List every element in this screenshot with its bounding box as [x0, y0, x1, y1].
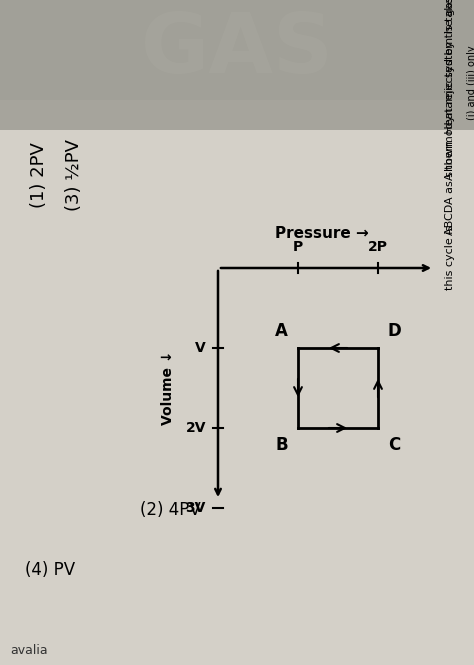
Text: V: V — [195, 341, 206, 355]
Bar — [0, 100, 474, 665]
Text: C: C — [388, 436, 400, 454]
Text: avalia: avalia — [10, 644, 47, 656]
Text: (1) 2PV: (1) 2PV — [30, 142, 48, 208]
Text: B: B — [275, 436, 288, 454]
Text: P: P — [293, 240, 303, 254]
Text: this cycle is: this cycle is — [445, 225, 455, 290]
Text: 2V: 2V — [185, 421, 206, 435]
Bar — [0, 0, 474, 130]
Text: A: A — [275, 322, 288, 340]
Text: 3V: 3V — [186, 501, 206, 515]
Text: Pressure →: Pressure → — [275, 225, 369, 241]
Text: (4) PV: (4) PV — [25, 561, 75, 579]
Text: GAS: GAS — [140, 9, 334, 90]
Text: Volume ↓: Volume ↓ — [161, 350, 175, 425]
Text: D: D — [388, 322, 402, 340]
Text: (i) and (iii) only: (i) and (iii) only — [467, 45, 474, 120]
Text: ABCDA as shown. Heat rejected by the gas during: ABCDA as shown. Heat rejected by the gas… — [445, 0, 455, 235]
Text: (2) 4PV: (2) 4PV — [140, 501, 201, 519]
Text: 2P: 2P — [368, 240, 388, 254]
Text: A thermodynamic system is taken through a cycle: A thermodynamic system is taken through … — [445, 0, 455, 180]
Text: (3) ½PV: (3) ½PV — [65, 139, 83, 211]
